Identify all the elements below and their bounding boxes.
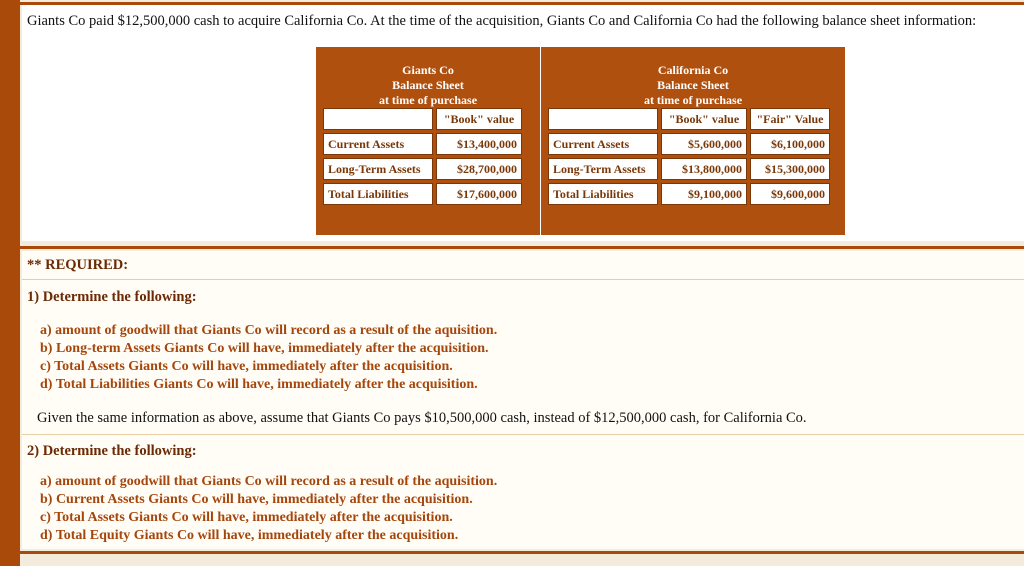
giants-balance-sheet-title: Giants Co Balance Sheet at time of purch… <box>320 51 536 107</box>
california-balance-sheet: California Co Balance Sheet at time of p… <box>541 47 845 235</box>
row-label: Long-Term Assets <box>323 158 433 180</box>
fair-value-header: "Fair" Value <box>750 108 830 130</box>
part1-heading: 1) Determine the following: <box>27 289 197 305</box>
row-label: Long-Term Assets <box>548 158 658 180</box>
part2-item-d: d) Total Equity Giants Co will have, imm… <box>40 528 459 543</box>
row-label: Total Liabilities <box>323 183 433 205</box>
california-balance-table: "Book" value "Fair" Value Current Assets… <box>545 105 833 208</box>
part2-item-b: b) Current Assets Giants Co will have, i… <box>40 492 473 507</box>
row-label: Total Liabilities <box>548 183 658 205</box>
divider <box>22 434 1024 435</box>
bottom-rule <box>20 551 1024 554</box>
problem-statement-panel: Giants Co paid $12,500,000 cash to acqui… <box>22 5 1024 241</box>
california-title-time: at time of purchase <box>643 93 743 107</box>
fair-value: $15,300,000 <box>750 158 830 180</box>
top-rule <box>20 2 1024 5</box>
book-value: $28,700,000 <box>436 158 522 180</box>
part2-item-a: a) amount of goodwill that Giants Co wil… <box>40 474 498 489</box>
california-balance-sheet-title: California Co Balance Sheet at time of p… <box>545 51 841 107</box>
book-value-header: "Book" value <box>661 108 747 130</box>
middle-rule <box>20 246 1024 249</box>
row-label: Current Assets <box>323 133 433 155</box>
table-row: Total Liabilities $9,100,000 $9,600,000 <box>548 183 830 205</box>
table-header-row: "Book" value "Fair" Value <box>548 108 830 130</box>
part1-item-c: c) Total Assets Giants Co will have, imm… <box>40 359 453 374</box>
giants-title-company: Giants Co <box>402 63 454 77</box>
book-value: $9,100,000 <box>661 183 747 205</box>
fair-value: $6,100,000 <box>750 133 830 155</box>
part1-item-a: a) amount of goodwill that Giants Co wil… <box>40 323 498 338</box>
table-row: Current Assets $13,400,000 <box>323 133 522 155</box>
table-header-row: "Book" value <box>323 108 522 130</box>
table-row: Long-Term Assets $28,700,000 <box>323 158 522 180</box>
giants-balance-table: "Book" value Current Assets $13,400,000 … <box>320 105 525 208</box>
book-value: $13,400,000 <box>436 133 522 155</box>
row-label: Current Assets <box>548 133 658 155</box>
left-accent-bar <box>0 0 20 566</box>
giants-title-time: at time of purchase <box>378 93 478 107</box>
given-text: Given the same information as above, ass… <box>37 410 807 426</box>
required-panel: ** REQUIRED: 1) Determine the following:… <box>22 251 1024 549</box>
fair-value: $9,600,000 <box>750 183 830 205</box>
part2-heading: 2) Determine the following: <box>27 443 197 459</box>
book-value: $5,600,000 <box>661 133 747 155</box>
giants-title-sheet: Balance Sheet <box>392 78 464 92</box>
table-row: Long-Term Assets $13,800,000 $15,300,000 <box>548 158 830 180</box>
intro-text: Giants Co paid $12,500,000 cash to acqui… <box>27 13 977 29</box>
part2-item-c: c) Total Assets Giants Co will have, imm… <box>40 510 453 525</box>
part1-item-b: b) Long-term Assets Giants Co will have,… <box>40 341 489 356</box>
required-heading: ** REQUIRED: <box>27 257 129 273</box>
california-title-company: California Co <box>657 63 729 77</box>
table-row: Current Assets $5,600,000 $6,100,000 <box>548 133 830 155</box>
divider <box>22 279 1024 280</box>
giants-balance-sheet: Giants Co Balance Sheet at time of purch… <box>316 47 540 235</box>
table-row: Total Liabilities $17,600,000 <box>323 183 522 205</box>
book-value: $17,600,000 <box>436 183 522 205</box>
part1-item-d: d) Total Liabilities Giants Co will have… <box>40 377 478 392</box>
empty-header-cell <box>548 108 658 130</box>
california-title-sheet: Balance Sheet <box>657 78 729 92</box>
book-value: $13,800,000 <box>661 158 747 180</box>
book-value-header: "Book" value <box>436 108 522 130</box>
empty-header-cell <box>323 108 433 130</box>
